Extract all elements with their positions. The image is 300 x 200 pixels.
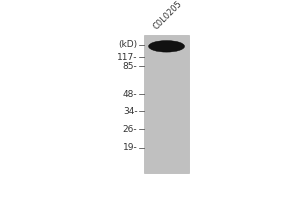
Text: 117-: 117-: [117, 53, 137, 62]
Bar: [145, 35, 189, 173]
Text: 85-: 85-: [123, 62, 137, 71]
Ellipse shape: [148, 41, 184, 52]
Text: 26-: 26-: [123, 125, 137, 134]
Text: C0L0205: C0L0205: [152, 0, 184, 32]
Text: (kD): (kD): [118, 40, 137, 49]
Text: 48-: 48-: [123, 90, 137, 99]
Text: 34-: 34-: [123, 107, 137, 116]
Text: 19-: 19-: [123, 143, 137, 152]
